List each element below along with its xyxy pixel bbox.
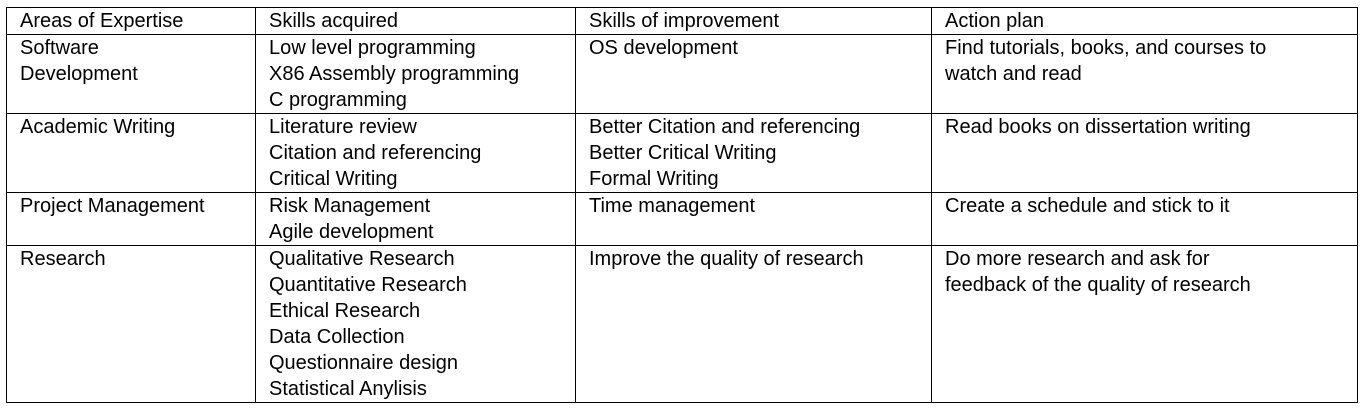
cell-line: OS development xyxy=(589,37,738,59)
cell-action-plan: Do more research and ask for feedback of… xyxy=(931,245,1358,403)
header-action-plan: Action plan xyxy=(931,7,1358,35)
cell-line: Ethical Research xyxy=(269,300,421,322)
cell-line: Create a schedule and stick to it xyxy=(945,195,1230,217)
cell-skills-of-improvement: Time management xyxy=(575,192,932,246)
cell-line: Better Citation and referencing xyxy=(589,116,861,138)
cell-line: Questionnaire design xyxy=(269,352,459,374)
cell-skills-of-improvement: OS development xyxy=(575,34,932,114)
cell-action-plan: Find tutorials, books, and courses to wa… xyxy=(931,34,1358,114)
cell-line: feedback of the quality of research xyxy=(945,274,1251,296)
cell-action-plan: Create a schedule and stick to it xyxy=(931,192,1358,246)
cell-area: Academic Writing xyxy=(6,113,256,193)
skills-table: Areas of Expertise Skills acquired Skill… xyxy=(6,7,1358,403)
cell-line: Better Critical Writing xyxy=(589,142,777,164)
table-header-row: Areas of Expertise Skills acquired Skill… xyxy=(6,7,1358,35)
cell-action-plan: Read books on dissertation writing xyxy=(931,113,1358,193)
table-row: Project Management Risk Management Agile… xyxy=(6,192,1358,246)
cell-line: Software xyxy=(20,37,99,59)
cell-line: Data Collection xyxy=(269,326,405,348)
table-row: Research Qualitative Research Quantitati… xyxy=(6,245,1358,403)
cell-line: Quantitative Research xyxy=(269,274,467,296)
cell-skills-acquired: Low level programming X86 Assembly progr… xyxy=(255,34,576,114)
cell-line: Statistical Anylisis xyxy=(269,378,427,400)
cell-line: Agile development xyxy=(269,221,434,243)
cell-line: Development xyxy=(20,63,138,85)
header-skills-of-improvement: Skills of improvement xyxy=(575,7,932,35)
cell-line: Read books on dissertation writing xyxy=(945,116,1251,138)
cell-skills-acquired: Risk Management Agile development xyxy=(255,192,576,246)
cell-line: Critical Writing xyxy=(269,168,398,190)
cell-line: Improve the quality of research xyxy=(589,248,864,270)
table-row: Software Development Low level programmi… xyxy=(6,34,1358,114)
cell-line: Find tutorials, books, and courses to xyxy=(945,37,1267,59)
cell-line: Time management xyxy=(589,195,755,217)
cell-line: Citation and referencing xyxy=(269,142,482,164)
cell-line: Risk Management xyxy=(269,195,431,217)
cell-skills-acquired: Qualitative Research Quantitative Resear… xyxy=(255,245,576,403)
cell-line: Qualitative Research xyxy=(269,248,455,270)
cell-skills-of-improvement: Better Citation and referencing Better C… xyxy=(575,113,932,193)
cell-line: Formal Writing xyxy=(589,168,719,190)
cell-area: Research xyxy=(6,245,256,403)
cell-line: watch and read xyxy=(945,63,1082,85)
table-row: Academic Writing Literature review Citat… xyxy=(6,113,1358,193)
cell-line: Project Management xyxy=(20,195,205,217)
header-areas-of-expertise: Areas of Expertise xyxy=(6,7,256,35)
cell-line: Academic Writing xyxy=(20,116,176,138)
cell-area: Project Management xyxy=(6,192,256,246)
header-skills-acquired: Skills acquired xyxy=(255,7,576,35)
cell-area: Software Development xyxy=(6,34,256,114)
cell-line: Research xyxy=(20,248,106,270)
cell-line: X86 Assembly programming xyxy=(269,63,520,85)
cell-line: Low level programming xyxy=(269,37,476,59)
cell-line: Do more research and ask for xyxy=(945,248,1210,270)
cell-skills-of-improvement: Improve the quality of research xyxy=(575,245,932,403)
cell-line: Literature review xyxy=(269,116,417,138)
cell-line: C programming xyxy=(269,89,407,111)
cell-skills-acquired: Literature review Citation and referenci… xyxy=(255,113,576,193)
